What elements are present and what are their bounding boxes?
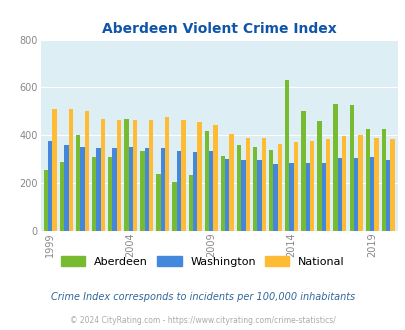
Bar [92, 157, 96, 231]
Bar [333, 104, 337, 231]
Bar [229, 134, 233, 231]
Bar [385, 160, 390, 231]
Bar [309, 141, 313, 231]
Bar [140, 151, 144, 231]
Bar [241, 160, 245, 231]
Bar [44, 170, 48, 231]
Bar [325, 139, 330, 231]
Bar [144, 148, 149, 231]
Bar [197, 122, 201, 231]
Legend: Aberdeen, Washington, National: Aberdeen, Washington, National [61, 256, 344, 267]
Bar [261, 138, 265, 231]
Bar [209, 151, 213, 231]
Bar [60, 162, 64, 231]
Bar [160, 148, 165, 231]
Bar [284, 80, 289, 231]
Title: Aberdeen Violent Crime Index: Aberdeen Violent Crime Index [102, 22, 336, 36]
Bar [317, 121, 321, 231]
Bar [357, 135, 362, 231]
Bar [108, 157, 112, 231]
Bar [252, 147, 257, 231]
Bar [369, 157, 373, 231]
Bar [112, 148, 117, 231]
Bar [245, 138, 249, 231]
Bar [181, 120, 185, 231]
Bar [64, 145, 68, 231]
Bar [349, 105, 353, 231]
Bar [96, 148, 100, 231]
Bar [293, 143, 297, 231]
Text: Crime Index corresponds to incidents per 100,000 inhabitants: Crime Index corresponds to incidents per… [51, 292, 354, 302]
Bar [224, 159, 229, 231]
Bar [188, 175, 192, 231]
Bar [220, 156, 224, 231]
Bar [353, 158, 357, 231]
Bar [289, 163, 293, 231]
Bar [117, 120, 121, 231]
Bar [124, 118, 128, 231]
Bar [52, 109, 57, 231]
Bar [341, 137, 345, 231]
Bar [390, 139, 394, 231]
Bar [236, 145, 241, 231]
Bar [301, 112, 305, 231]
Bar [277, 144, 281, 231]
Bar [177, 151, 181, 231]
Bar [100, 118, 105, 231]
Bar [321, 163, 325, 231]
Bar [80, 147, 84, 231]
Bar [269, 150, 273, 231]
Bar [192, 152, 197, 231]
Bar [48, 141, 52, 231]
Bar [273, 164, 277, 231]
Bar [381, 129, 385, 231]
Bar [373, 138, 378, 231]
Text: © 2024 CityRating.com - https://www.cityrating.com/crime-statistics/: © 2024 CityRating.com - https://www.city… [70, 316, 335, 325]
Bar [68, 109, 72, 231]
Bar [204, 131, 209, 231]
Bar [337, 158, 341, 231]
Bar [165, 117, 169, 231]
Bar [305, 163, 309, 231]
Bar [76, 135, 80, 231]
Bar [172, 182, 177, 231]
Bar [128, 147, 132, 231]
Bar [213, 124, 217, 231]
Bar [156, 174, 160, 231]
Bar [84, 112, 89, 231]
Bar [132, 120, 137, 231]
Bar [257, 160, 261, 231]
Bar [365, 129, 369, 231]
Bar [149, 120, 153, 231]
